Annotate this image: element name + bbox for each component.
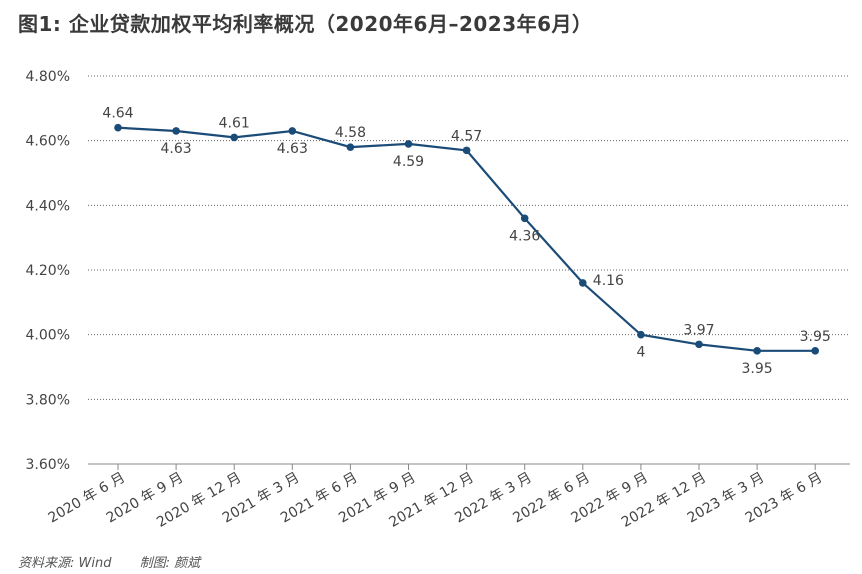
data-point — [404, 140, 413, 148]
data-point — [695, 340, 703, 349]
data-point — [520, 214, 529, 223]
data-points — [114, 123, 819, 355]
data-label: 4.58 — [335, 125, 366, 141]
data-label: 4.63 — [161, 141, 192, 157]
data-point — [230, 133, 238, 142]
data-label: 4.59 — [393, 154, 424, 170]
data-point — [114, 123, 122, 132]
y-tick-label: 4.80% — [26, 69, 70, 85]
data-label: 4 — [636, 345, 645, 361]
grid-lines — [88, 75, 850, 465]
data-label: 4.61 — [219, 115, 250, 131]
y-tick-label: 3.60% — [26, 457, 70, 473]
y-tick-label: 4.60% — [26, 134, 70, 150]
y-axis-ticks: 4.80% 4.60% 4.40% 4.20% 4.00% 3.80% 3.60% — [26, 69, 70, 473]
y-tick-label: 4.20% — [26, 263, 70, 279]
data-point — [579, 279, 587, 287]
data-label: 3.97 — [683, 322, 714, 338]
data-point — [811, 347, 819, 355]
y-tick-label: 3.80% — [26, 392, 70, 408]
data-point — [637, 330, 645, 339]
chart-title: 图1: 企业贷款加权平均利率概况（2020年6月–2023年6月） — [18, 12, 593, 36]
data-point — [753, 347, 761, 355]
data-label: 4.64 — [102, 106, 133, 122]
data-point — [462, 146, 471, 155]
data-point — [346, 143, 355, 151]
data-label: 3.95 — [742, 361, 773, 377]
data-label: 3.95 — [800, 329, 831, 345]
data-label: 4.63 — [277, 141, 308, 157]
y-tick-label: 4.40% — [26, 198, 70, 214]
footer-credits: 资料来源: Wind 制图: 颜斌 — [18, 552, 224, 571]
data-labels: 4.64 4.63 4.61 4.63 4.58 4.59 4.57 4.36 4.16 4 3.9… — [102, 106, 830, 377]
source-note: 资料来源: Wind — [18, 556, 112, 571]
series-line — [117, 126, 816, 352]
data-label: 4.36 — [509, 228, 540, 244]
data-label: 4.57 — [451, 128, 482, 144]
y-tick-label: 4.00% — [26, 328, 70, 344]
data-point — [288, 127, 297, 135]
data-label: 4.16 — [593, 273, 624, 289]
data-point — [172, 127, 180, 135]
author-note: 制图: 颜斌 — [139, 556, 201, 571]
